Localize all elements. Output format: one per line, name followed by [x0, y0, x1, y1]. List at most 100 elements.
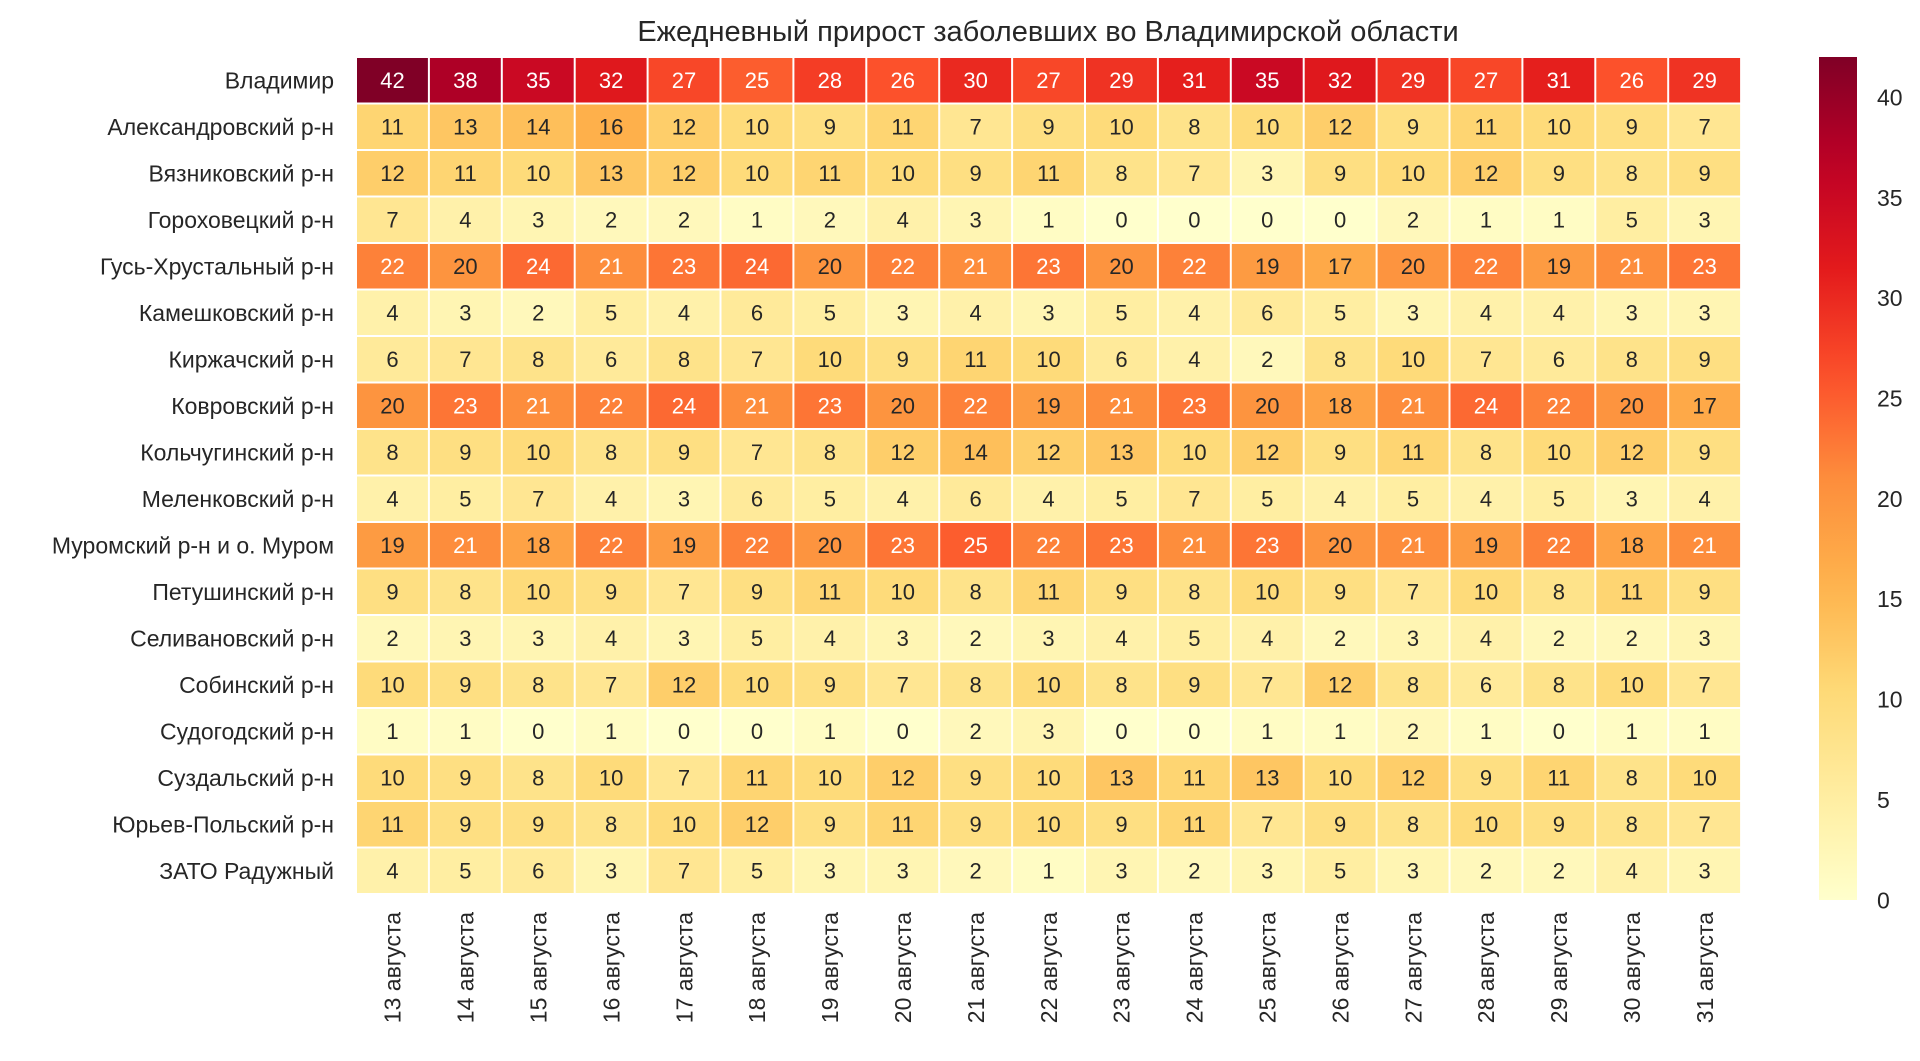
colorbar-tick-label: 10	[1877, 687, 1903, 713]
cell-value-label: 2	[1334, 626, 1346, 651]
column-label: 26 августа	[1327, 912, 1353, 1023]
column-label: 18 августа	[744, 912, 770, 1023]
heatmap-cell	[721, 58, 793, 103]
heatmap-cell	[867, 569, 939, 614]
column-label-group: 17 августа	[671, 912, 697, 1023]
heatmap-cell	[1158, 430, 1230, 475]
cell-value-label: 8	[459, 580, 471, 605]
cell-value-label: 20	[1620, 394, 1644, 419]
cell-value-label: 23	[818, 394, 842, 419]
heatmap-cell	[429, 337, 501, 382]
heatmap-cell	[1231, 709, 1303, 754]
cell-value-label: 5	[1188, 626, 1200, 651]
cell-value-label: 3	[1407, 859, 1419, 884]
cell-value-label: 6	[1115, 347, 1127, 372]
cell-value-label: 9	[1334, 440, 1346, 465]
column-label: 15 августа	[526, 912, 552, 1023]
heatmap-cell	[1158, 569, 1230, 614]
heatmap-cell	[357, 662, 428, 707]
heatmap-cell	[429, 755, 501, 800]
heatmap-cell	[1013, 244, 1084, 289]
heatmap-cell	[1377, 616, 1449, 661]
heatmap-cell	[429, 476, 501, 521]
heatmap-cell	[1669, 802, 1741, 847]
heatmap-cell	[1523, 383, 1595, 428]
heatmap-cell	[1669, 848, 1741, 893]
heatmap-cell	[1377, 383, 1449, 428]
heatmap-cell	[357, 290, 428, 335]
row-label: Собинский р-н	[179, 672, 334, 698]
cell-value-label: 3	[1699, 859, 1711, 884]
column-label-group: 31 августа	[1692, 912, 1718, 1023]
heatmap-cell	[1523, 476, 1595, 521]
cell-value-label: 38	[453, 68, 477, 93]
heatmap-cell	[1669, 569, 1741, 614]
heatmap-cell	[940, 244, 1012, 289]
cell-value-label: 4	[1115, 626, 1127, 651]
cell-value-label: 0	[1334, 208, 1346, 233]
heatmap-cell	[1304, 383, 1376, 428]
cell-value-label: 23	[1255, 533, 1279, 558]
heatmap-cell	[940, 104, 1012, 149]
heatmap-cell	[794, 616, 866, 661]
heatmap-cell	[575, 151, 647, 196]
heatmap-cell	[1669, 523, 1741, 568]
cell-value-label: 12	[1620, 440, 1644, 465]
cell-value-label: 3	[897, 859, 909, 884]
cell-value-label: 20	[1255, 394, 1279, 419]
heatmap-cell	[1669, 290, 1741, 335]
heatmap-cell	[1669, 430, 1741, 475]
heatmap-cell	[794, 290, 866, 335]
heatmap-cell	[1013, 662, 1084, 707]
cell-value-label: 5	[1334, 301, 1346, 326]
heatmap-cell	[1231, 104, 1303, 149]
cell-value-label: 10	[672, 812, 696, 837]
cell-value-label: 10	[599, 766, 623, 791]
column-label-group: 26 августа	[1327, 912, 1353, 1023]
heatmap-cell	[1523, 802, 1595, 847]
heatmap-cell	[867, 104, 939, 149]
heatmap-cell	[575, 523, 647, 568]
cell-value-label: 4	[386, 859, 398, 884]
cell-value-label: 11	[381, 812, 404, 837]
cell-value-label: 31	[1547, 68, 1571, 93]
heatmap-cell	[1669, 662, 1741, 707]
column-label-group: 21 августа	[963, 912, 989, 1023]
heatmap-cell	[867, 151, 939, 196]
cell-value-label: 8	[1334, 347, 1346, 372]
cell-value-label: 8	[1553, 673, 1565, 698]
cell-value-label: 0	[1188, 208, 1200, 233]
cell-value-label: 22	[1547, 533, 1571, 558]
heatmap-cell	[357, 523, 428, 568]
heatmap-cell	[1013, 383, 1084, 428]
cell-value-label: 5	[751, 859, 763, 884]
cell-value-label: 11	[818, 161, 841, 186]
cell-value-label: 0	[1115, 719, 1127, 744]
cell-value-label: 4	[970, 301, 982, 326]
cell-value-label: 7	[1699, 115, 1711, 140]
cell-value-label: 4	[1480, 487, 1492, 512]
column-label: 30 августа	[1619, 912, 1645, 1023]
column-label: 21 августа	[963, 912, 989, 1023]
cell-value-label: 35	[1255, 68, 1279, 93]
column-label: 24 августа	[1182, 912, 1208, 1023]
cell-value-label: 4	[897, 208, 909, 233]
cell-value-label: 22	[599, 394, 623, 419]
cell-value-label: 31	[1182, 68, 1206, 93]
heatmap-cell	[1304, 523, 1376, 568]
cell-value-label: 9	[1188, 673, 1200, 698]
heatmap-cell	[1231, 616, 1303, 661]
cell-value-label: 8	[1188, 115, 1200, 140]
cell-value-label: 10	[1474, 812, 1498, 837]
heatmap-cell	[502, 616, 574, 661]
heatmap-cell	[1304, 290, 1376, 335]
heatmap-cell	[1304, 476, 1376, 521]
heatmap-cell	[429, 290, 501, 335]
cell-value-label: 0	[1188, 719, 1200, 744]
heatmap-cell	[940, 709, 1012, 754]
cell-value-label: 10	[1036, 347, 1060, 372]
row-label: Гусь-Хрустальный р-н	[100, 254, 334, 280]
heatmap-cell	[502, 802, 574, 847]
heatmap-cell	[1158, 476, 1230, 521]
heatmap-cell	[429, 569, 501, 614]
